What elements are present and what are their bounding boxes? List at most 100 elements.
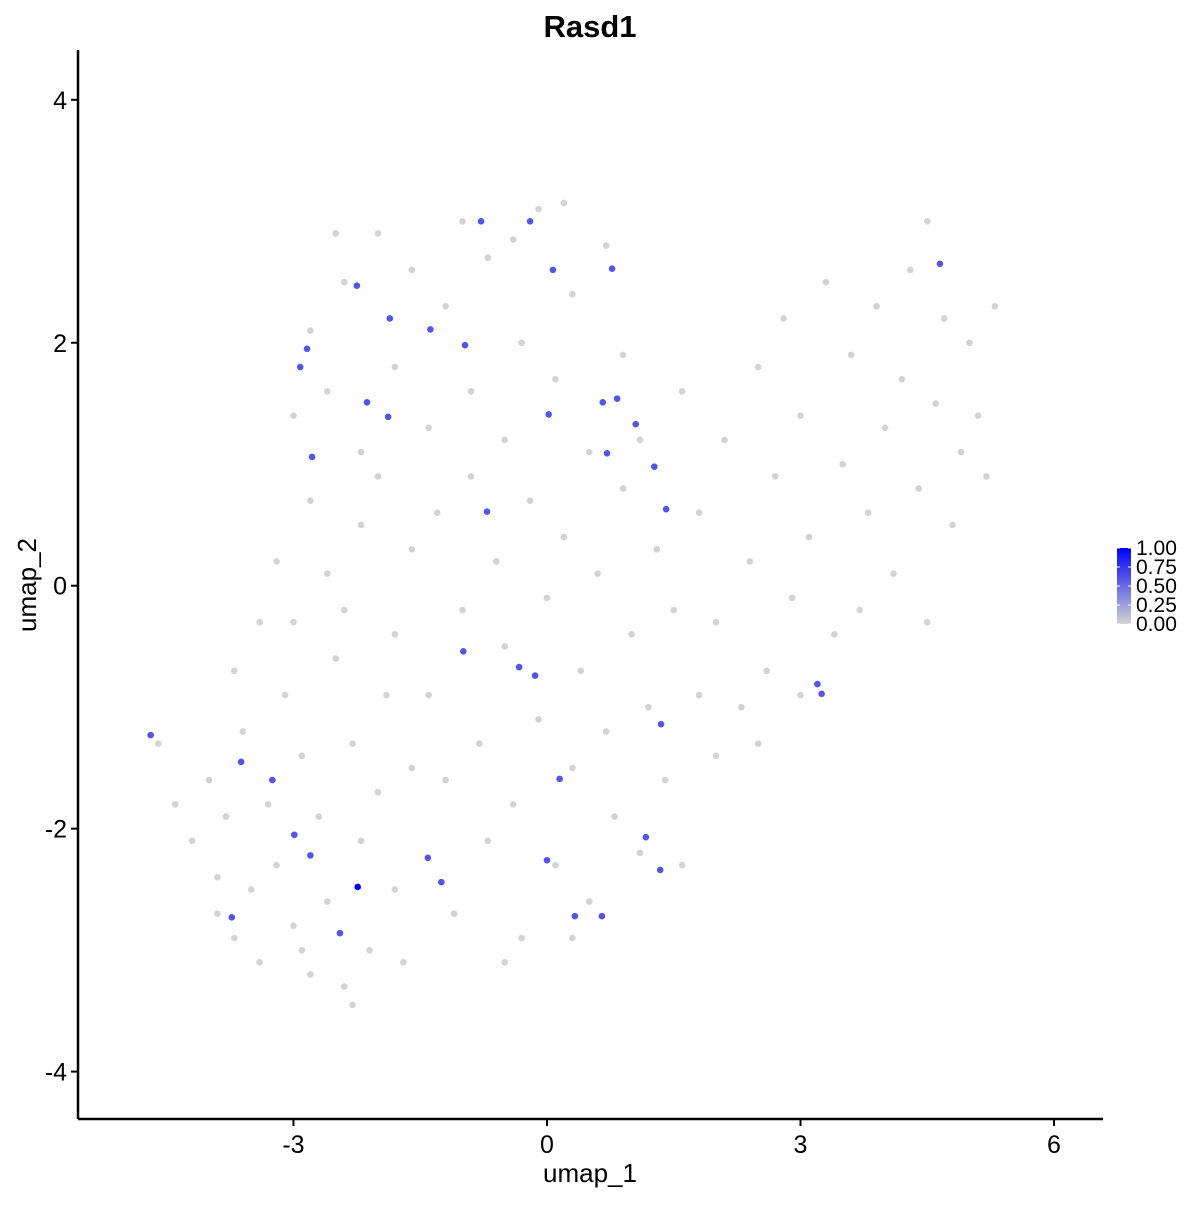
- cell-point: [552, 861, 559, 869]
- cell-point: [408, 545, 416, 553]
- cell-point: [296, 363, 304, 371]
- cell-point: [628, 631, 635, 638]
- cell-point: [425, 691, 432, 699]
- cell-point: [391, 631, 399, 638]
- cell-point: [290, 412, 297, 419]
- cell-point: [239, 728, 247, 735]
- cell-point: [619, 485, 627, 492]
- cell-point: [619, 351, 627, 359]
- cell-point: [290, 618, 297, 626]
- cell-point: [501, 643, 509, 650]
- cell-point: [336, 929, 344, 937]
- cell-point: [594, 570, 601, 577]
- cell-point: [269, 776, 276, 784]
- cell-point: [657, 720, 665, 728]
- cell-point: [805, 533, 813, 541]
- cell-point: [231, 667, 238, 675]
- cell-point: [467, 388, 475, 395]
- cell-point: [611, 813, 618, 820]
- cell-point: [214, 873, 221, 881]
- cell-point: [602, 728, 610, 735]
- cell-point: [323, 388, 331, 395]
- y-tick-label: -2: [45, 816, 67, 844]
- cell-point: [188, 837, 196, 845]
- cell-point: [509, 801, 517, 808]
- y-tick-label: 0: [53, 573, 67, 601]
- cell-point: [754, 363, 762, 371]
- cell-point: [678, 861, 686, 869]
- cell-point: [427, 326, 434, 333]
- cell-point: [438, 878, 445, 886]
- cell-point: [535, 716, 542, 723]
- cell-point: [545, 411, 552, 418]
- cell-point: [585, 448, 593, 456]
- cell-point: [307, 971, 314, 978]
- cell-point: [585, 898, 593, 905]
- cell-point: [256, 958, 263, 966]
- cell-point: [484, 837, 492, 845]
- cell-point: [323, 898, 331, 905]
- cell-point: [332, 230, 340, 237]
- cell-point: [881, 424, 889, 432]
- colorbar-label: 1.00: [1136, 537, 1177, 560]
- cell-point: [526, 497, 534, 504]
- cell-point: [754, 740, 762, 747]
- cell-point: [983, 473, 990, 480]
- cell-point: [599, 398, 607, 406]
- cell-point: [515, 663, 523, 671]
- cell-point: [374, 473, 382, 480]
- cell-point: [323, 570, 331, 577]
- cell-point: [797, 412, 804, 419]
- cell-point: [400, 958, 407, 966]
- cell-point: [598, 912, 606, 920]
- chart-title: Rasd1: [543, 9, 636, 44]
- cell-point: [290, 922, 297, 930]
- colorbar: [1117, 548, 1131, 624]
- cell-point: [847, 351, 855, 359]
- cell-point: [307, 852, 314, 859]
- x-tick-label: 0: [540, 1131, 554, 1159]
- cell-point: [839, 460, 847, 468]
- cell-point: [721, 436, 728, 444]
- cell-point: [273, 861, 280, 869]
- cell-point: [363, 398, 371, 406]
- x-tick-label: 3: [794, 1131, 808, 1159]
- cell-point: [442, 303, 449, 310]
- cell-point: [518, 934, 525, 942]
- cell-point: [353, 282, 361, 289]
- cell-point: [890, 570, 897, 577]
- cell-point: [391, 363, 399, 371]
- cell-point: [738, 703, 745, 711]
- cell-point: [549, 266, 557, 274]
- cell-point: [433, 509, 441, 517]
- cell-point: [298, 752, 306, 760]
- cell-point: [461, 341, 469, 349]
- y-tick-label: 4: [53, 87, 67, 115]
- cell-point: [291, 831, 298, 839]
- cell-point: [608, 265, 616, 272]
- cell-point: [662, 505, 670, 513]
- cell-point: [340, 606, 348, 614]
- cell-point: [349, 740, 356, 747]
- cell-point: [303, 345, 311, 353]
- cell-point: [366, 946, 373, 954]
- x-tick-label: 6: [1047, 1131, 1061, 1159]
- cell-point: [602, 242, 610, 249]
- cell-point: [171, 801, 179, 808]
- cell-point: [932, 400, 939, 407]
- cell-point: [797, 691, 804, 699]
- cell-point: [484, 254, 492, 262]
- cell-point: [315, 813, 323, 820]
- cell-point: [526, 217, 534, 225]
- cell-point: [492, 558, 500, 565]
- cell-point: [543, 594, 551, 602]
- cell-point: [374, 230, 382, 237]
- cell-point: [940, 315, 948, 322]
- cell-point: [923, 618, 931, 626]
- cell-point: [949, 521, 956, 529]
- cell-point: [991, 303, 999, 310]
- cell-point: [712, 752, 720, 760]
- cell-point: [281, 691, 289, 699]
- cell-point: [205, 776, 213, 784]
- y-axis-label: umap_2: [12, 538, 42, 632]
